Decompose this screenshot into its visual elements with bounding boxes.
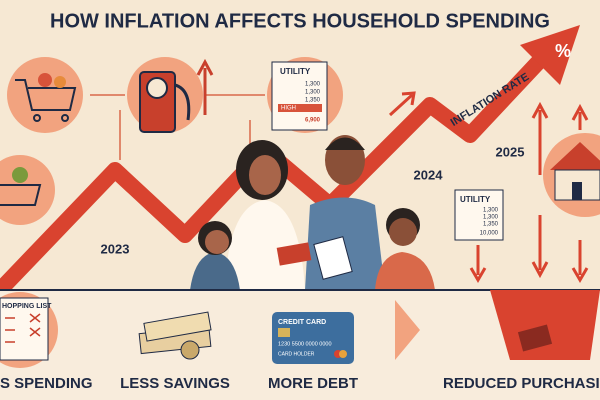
highlight xyxy=(278,104,322,112)
wheel xyxy=(33,114,41,122)
list-title: HOPPING LIST xyxy=(2,303,52,310)
percent-sign: % xyxy=(555,41,571,61)
money-stack xyxy=(138,311,212,360)
bill xyxy=(271,61,328,131)
down-arrow xyxy=(469,245,487,283)
effect-label: S SPENDING xyxy=(0,375,93,392)
year-label: 2025 xyxy=(496,144,525,159)
bill-total: 10,000 xyxy=(480,231,499,237)
credit-card xyxy=(272,312,354,364)
girl-face xyxy=(205,230,229,254)
produce xyxy=(54,76,66,88)
up-arrow xyxy=(531,101,549,175)
girl-body xyxy=(190,252,240,290)
bill xyxy=(454,189,504,241)
bill-line: 1,300 xyxy=(483,208,499,214)
connectors xyxy=(90,94,265,160)
effect-label: REDUCED PURCHASING PO xyxy=(443,375,600,392)
bill-highlight: HIGH xyxy=(281,106,296,112)
wallet xyxy=(276,242,312,266)
logo xyxy=(339,350,347,358)
cart-icon xyxy=(15,79,77,122)
bill-line: 1,350 xyxy=(483,222,499,228)
effect-label: LESS SAVINGS xyxy=(120,375,230,392)
produce xyxy=(38,73,52,87)
card-title: CREDIT CARD xyxy=(278,319,326,326)
mother-face xyxy=(249,155,281,195)
bills-stack xyxy=(143,311,212,342)
produce xyxy=(12,167,28,183)
father-hair xyxy=(325,137,365,150)
down-arrow xyxy=(571,240,589,283)
bill-line: 1,350 xyxy=(305,98,321,104)
bill-title: UTILITY xyxy=(460,195,491,204)
bill-total: 6,900 xyxy=(305,118,321,124)
up-arrow xyxy=(196,58,214,115)
bill-line: 1,300 xyxy=(483,215,499,221)
year-label: 2023 xyxy=(101,241,130,256)
chip xyxy=(278,328,290,337)
effect-label: MORE DEBT xyxy=(268,375,358,392)
cart-body xyxy=(15,79,77,111)
card-holder: CARD HOLDER xyxy=(278,351,315,357)
list-marks xyxy=(5,313,41,343)
cart-circle xyxy=(7,57,83,133)
arrow-head xyxy=(520,25,580,85)
up-arrow xyxy=(571,103,589,130)
trend-arrow xyxy=(0,49,551,296)
down-arrow xyxy=(531,215,549,279)
hose xyxy=(174,83,191,121)
up-arrow xyxy=(388,91,416,117)
gauge xyxy=(146,77,168,99)
roof xyxy=(550,142,600,170)
title: HOW INFLATION AFFECTS HOUSEHOLD SPENDING xyxy=(50,10,550,32)
receipt xyxy=(313,236,353,280)
chevron xyxy=(395,300,420,360)
cart-body xyxy=(0,184,42,206)
card-number: 1230 5500 0000 0000 xyxy=(278,341,332,347)
door xyxy=(572,182,582,200)
year-label: 2024 xyxy=(414,167,444,182)
small-arrows xyxy=(388,91,589,283)
shopping-list xyxy=(0,297,49,361)
coin xyxy=(180,340,200,360)
boy-body xyxy=(375,252,435,290)
bill-title: UTILITY xyxy=(280,67,311,76)
family xyxy=(190,135,435,290)
cart-icon xyxy=(0,184,42,206)
wheel xyxy=(61,114,69,122)
crosses xyxy=(5,313,41,343)
bill-line: 1,300 xyxy=(305,82,321,88)
boy-face xyxy=(389,218,417,246)
bill-line: 1,300 xyxy=(305,90,321,96)
empty-wallet xyxy=(517,324,553,352)
mother-body xyxy=(225,200,305,290)
